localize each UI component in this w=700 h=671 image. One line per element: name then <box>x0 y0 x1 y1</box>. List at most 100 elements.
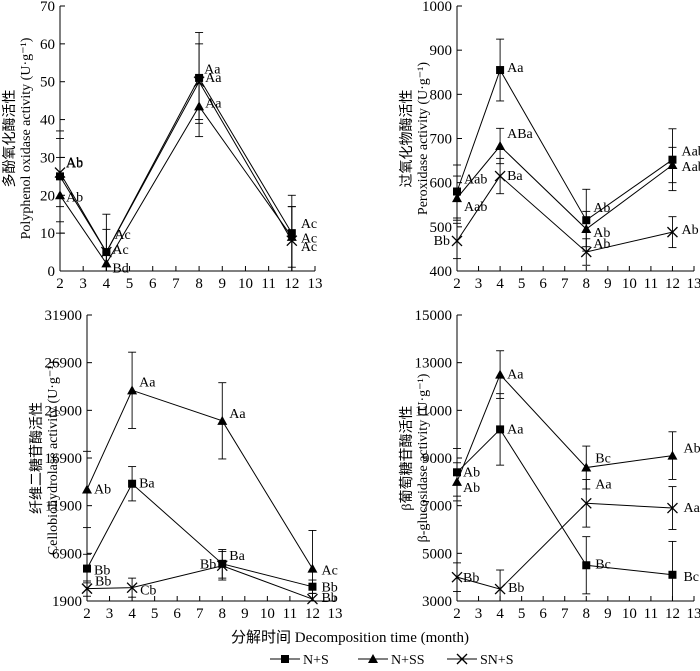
y-tick-label: 600 <box>430 176 453 192</box>
y-tick-label: 20 <box>40 188 55 204</box>
legend-marker <box>456 653 468 665</box>
x-tick-label: 4 <box>103 276 111 292</box>
significance-label: Ab <box>94 482 111 497</box>
data-point <box>81 583 93 595</box>
significance-label: ABa <box>507 127 533 142</box>
significance-label: Bb <box>94 564 110 579</box>
data-point <box>451 571 463 583</box>
y-tick-label: 3000 <box>422 594 452 610</box>
data-point <box>451 235 463 247</box>
significance-label: Bb <box>321 591 337 606</box>
y-axis-title-en: Cellobiohydrolase activity (U·g⁻¹) <box>46 361 61 556</box>
x-tick-label: 9 <box>604 606 612 622</box>
significance-label: Ab <box>681 223 698 238</box>
y-tick-label: 40 <box>40 113 55 129</box>
chart-panel-3: 1900 6900 11900 16900 21900 26900 31900 2 3 4 5 6 7 8… <box>29 308 343 622</box>
data-point <box>494 170 506 182</box>
series-N+SS: Ab Aa Bc Ab <box>452 350 700 502</box>
series-line <box>59 76 293 254</box>
data-point <box>54 167 66 179</box>
significance-label: Aa <box>205 96 222 111</box>
y-tick-label: 6900 <box>52 546 82 562</box>
significance-label: Bc <box>683 570 699 585</box>
series-SN+S: Bb Bb Aa Aa <box>451 477 700 602</box>
significance-label: Aab <box>681 160 700 175</box>
series-line <box>86 482 313 588</box>
y-tick-label: 500 <box>430 220 453 236</box>
significance-label: Ab <box>66 156 83 171</box>
significance-label: Aa <box>595 477 612 492</box>
x-tick-label: 2 <box>453 276 461 292</box>
x-tick-label: 5 <box>518 276 526 292</box>
significance-label: Ac <box>321 564 337 579</box>
significance-label: Aab <box>464 173 487 188</box>
significance-label: Aa <box>507 368 524 383</box>
error-bar <box>102 228 111 272</box>
significance-label: Aa <box>507 61 524 76</box>
x-tick-label: 5 <box>518 606 526 622</box>
data-point <box>496 425 505 434</box>
data-point <box>495 141 506 151</box>
x-tick-label: 9 <box>219 276 227 292</box>
y-tick-label: 30 <box>40 150 55 166</box>
y-tick-label: 400 <box>430 264 453 280</box>
significance-label: Bc <box>595 452 611 467</box>
significance-label: Ab <box>683 442 700 457</box>
y-tick-label: 900 <box>430 43 453 59</box>
significance-label: Aa <box>683 501 700 516</box>
y-axis-title-cn: β葡萄糖苷酶活性 <box>399 405 415 510</box>
significance-label: Bb <box>434 234 450 249</box>
significance-label: Ac <box>114 228 130 243</box>
x-tick-label: 7 <box>196 606 204 622</box>
x-tick-label: 7 <box>561 276 569 292</box>
data-point <box>667 160 678 169</box>
x-tick-label: 5 <box>126 276 134 292</box>
x-tick-label: 4 <box>496 606 504 622</box>
chart-panel-1: 0 10 20 30 40 50 60 70 2 3 4 5 6 7 8 9 10 11 12 13 多酚氧化酶活性 Po… <box>1 0 323 292</box>
significance-label: Aa <box>204 63 221 78</box>
data-point <box>286 235 298 247</box>
y-tick-label: 50 <box>40 75 55 91</box>
series-line <box>456 373 673 483</box>
significance-label: Aa <box>229 407 246 422</box>
legend-label: SN+S <box>480 653 514 668</box>
data-point <box>193 76 205 88</box>
significance-label: Ba <box>507 169 523 184</box>
x-tick-label: 9 <box>241 606 249 622</box>
significance-label: Aab <box>681 145 700 160</box>
x-tick-label: 6 <box>539 276 547 292</box>
significance-label: Cb <box>140 584 156 599</box>
significance-label: Ba <box>229 549 245 564</box>
data-point <box>496 66 505 75</box>
legend-label: N+S <box>303 653 329 668</box>
legend-item-N+SS: N+SS <box>358 653 425 668</box>
x-tick-label: 11 <box>644 606 658 622</box>
data-point <box>494 583 506 595</box>
significance-label: Bc <box>595 557 611 572</box>
error-bar <box>287 206 296 272</box>
significance-label: Aa <box>507 422 524 437</box>
series-N+SS: Aab ABa Ab Aab <box>452 127 700 248</box>
y-tick-label: 7000 <box>422 499 452 515</box>
data-point <box>666 502 678 514</box>
significance-label: Ab <box>593 201 610 216</box>
y-tick-label: 13000 <box>415 356 453 372</box>
series-SN+S: Ab Ac Aa Ac <box>54 43 317 272</box>
series-line <box>456 175 673 253</box>
data-point <box>452 193 462 203</box>
y-axis-title-cn: 纤维二糖苷酶活性 <box>29 402 45 514</box>
x-tick-label: 4 <box>128 606 136 622</box>
data-point <box>582 561 591 570</box>
significance-label: Bb <box>95 575 111 590</box>
y-tick-label: 11000 <box>415 403 452 419</box>
data-point <box>666 226 678 238</box>
series-line <box>456 68 673 221</box>
x-tick-label: 6 <box>149 276 157 292</box>
series-N+SS: Ab Aa Aa Ac <box>82 351 338 602</box>
x-tick-label: 5 <box>151 606 159 622</box>
data-point <box>452 476 462 486</box>
y-tick-label: 800 <box>430 87 453 103</box>
y-tick-label: 1000 <box>422 0 452 15</box>
